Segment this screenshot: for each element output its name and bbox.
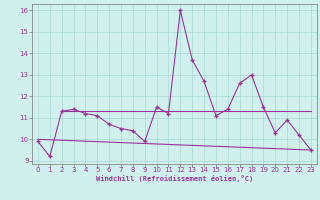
X-axis label: Windchill (Refroidissement éolien,°C): Windchill (Refroidissement éolien,°C) xyxy=(96,175,253,182)
